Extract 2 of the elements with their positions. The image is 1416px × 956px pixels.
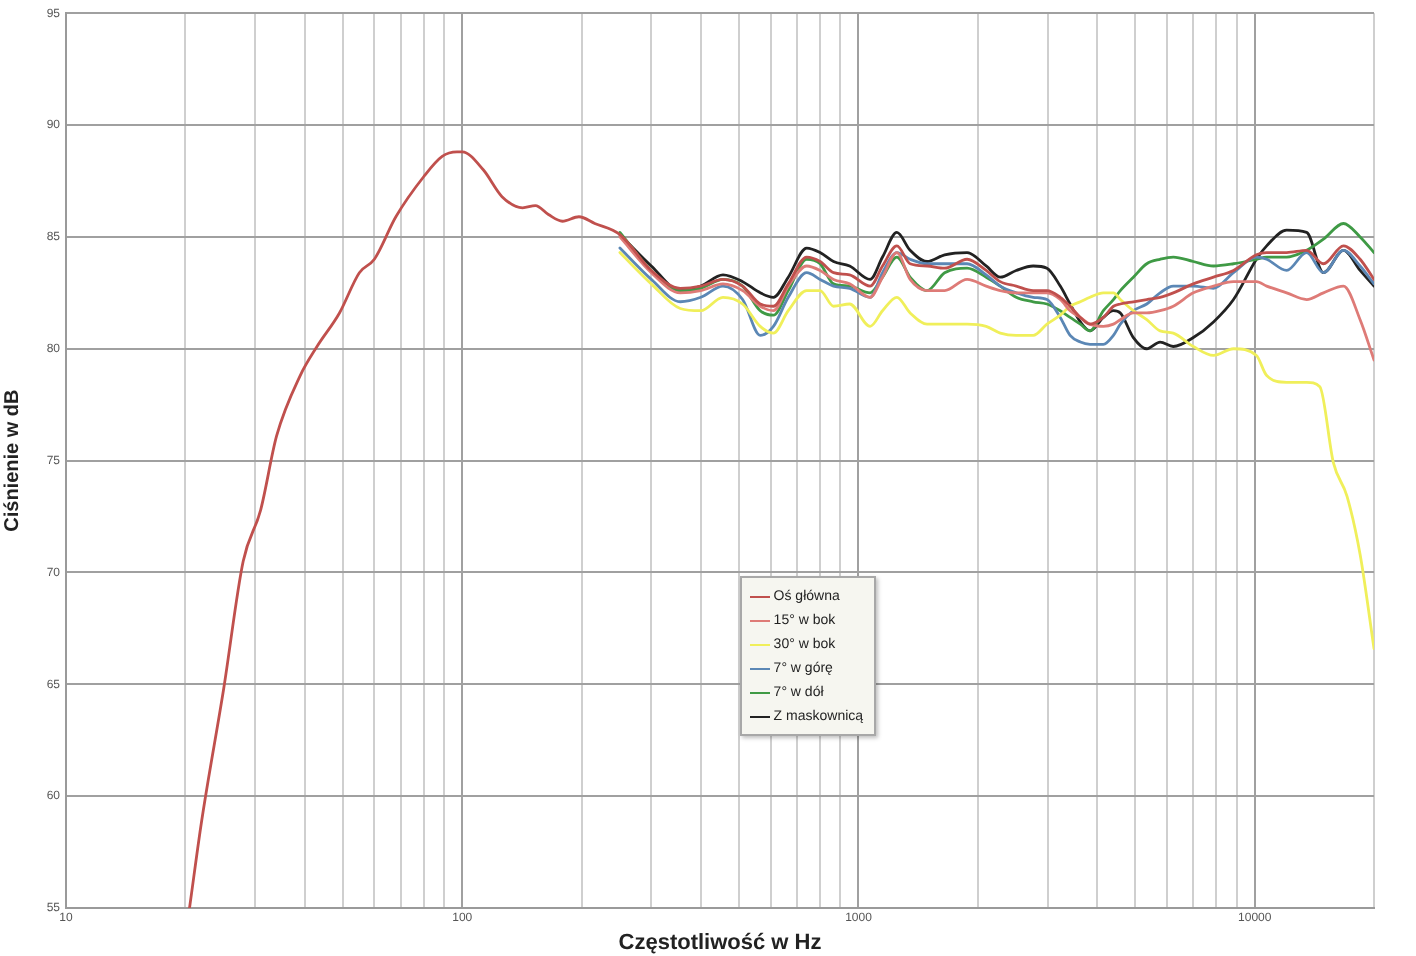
x-axis-title: Częstotliwość w Hz xyxy=(618,930,823,955)
y-axis-title: Ciśnienie w dB xyxy=(1,389,24,532)
